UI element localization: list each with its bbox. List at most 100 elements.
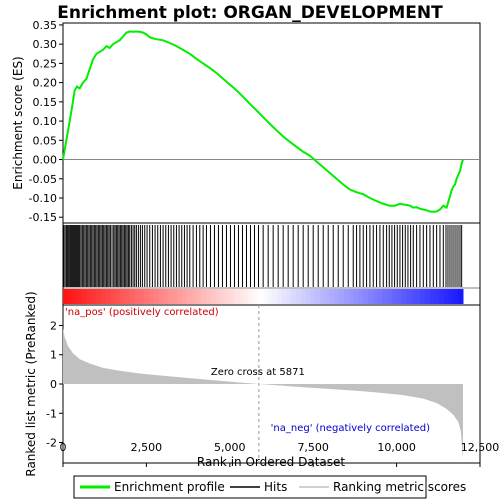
gradient-segment (101, 289, 107, 304)
gradient-segment (391, 289, 397, 304)
gradient-segment (72, 289, 78, 304)
es-y-label: Enrichment score (ES) (11, 56, 25, 189)
metric-y-tick-label: 0 (50, 378, 57, 391)
legend-metric-label: Ranking metric scores (333, 480, 466, 494)
gradient-segment (420, 289, 426, 304)
gradient-segment (353, 289, 359, 304)
gradient-segment (220, 289, 226, 304)
metric-y-label: Ranked list metric (PreRanked) (24, 291, 38, 476)
pos-correlated-label: 'na_pos' (positively correlated) (65, 307, 219, 318)
gradient-segment (243, 289, 250, 304)
x-tick-label: 12,500 (461, 441, 500, 454)
metric-panel: -2 -1 0 1 2 'na_pos' (positively correlated)… (24, 291, 481, 477)
gradient-segment (348, 289, 354, 304)
rank-gradient-bar (63, 289, 464, 304)
es-y-tick-label: 0.15 (33, 96, 58, 109)
gradient-segment (148, 289, 154, 304)
gradient-segment (124, 289, 131, 304)
gradient-segment (277, 289, 283, 304)
gradient-segment (139, 289, 145, 304)
x-axis: 0 2,500 5,000 7,500 10,000 12,500 (60, 441, 500, 467)
gradient-segment (134, 289, 140, 304)
gradient-segment (315, 289, 321, 304)
es-panel: -0.15 -0.10 -0.05 0.00 0.05 0.10 0.15 0.20 0.25 0… (11, 19, 481, 224)
gradient-segment (248, 289, 254, 304)
gradient-segment (110, 289, 116, 304)
legend-hits-label: Hits (264, 480, 287, 494)
x-axis-label: Rank in Ordered Dataset (197, 455, 345, 469)
gradient-segment (201, 289, 207, 304)
gradient-segment (386, 289, 393, 304)
gradient-segment (105, 289, 112, 304)
gradient-segment (177, 289, 183, 304)
gradient-segment (120, 289, 126, 304)
es-y-tick-label: -0.10 (29, 192, 57, 205)
gradient-segment (67, 289, 74, 304)
metric-y-axis: -2 -1 0 1 2 (46, 319, 63, 450)
es-y-tick-label: 0.00 (33, 154, 58, 167)
enrichment-profile-line (62, 30, 464, 213)
gradient-segment (367, 289, 374, 304)
es-y-tick-label: 0.25 (33, 57, 58, 70)
gradient-segment (443, 289, 450, 304)
hits-panel (62, 222, 481, 306)
gradient-segment (291, 289, 297, 304)
gradient-segment (448, 289, 454, 304)
es-y-tick-label: -0.05 (29, 173, 57, 186)
gradient-segment (334, 289, 340, 304)
gradient-segment (162, 289, 169, 304)
gradient-segment (153, 289, 159, 304)
es-y-tick-label: 0.30 (33, 38, 58, 51)
hit-lines (63, 225, 463, 287)
x-tick-label: 0 (60, 441, 67, 454)
chart-title: Enrichment plot: ORGAN_DEVELOPMENT (57, 3, 443, 23)
es-y-tick-label: 0.10 (33, 115, 58, 128)
gradient-segment (301, 289, 307, 304)
x-tick-label: 5,000 (214, 441, 246, 454)
gradient-segment (429, 289, 435, 304)
gradient-segment (224, 289, 231, 304)
gradient-segment (405, 289, 412, 304)
gradient-segment (434, 289, 440, 304)
gradient-segment (410, 289, 416, 304)
gradient-segment (424, 289, 431, 304)
es-y-tick-label: 0.05 (33, 134, 58, 147)
gradient-segment (115, 289, 121, 304)
gradient-segment (172, 289, 178, 304)
gradient-segment (91, 289, 97, 304)
gradient-segment (96, 289, 102, 304)
gradient-segment (129, 289, 135, 304)
gradient-segment (362, 289, 369, 304)
gradient-segment (286, 289, 293, 304)
gradient-segment (143, 289, 150, 304)
gradient-segment (282, 289, 288, 304)
gradient-segment (86, 289, 93, 304)
gradient-segment (396, 289, 402, 304)
gradient-segment (339, 289, 345, 304)
gradient-segment (82, 289, 88, 304)
x-tick-label: 2,500 (131, 441, 163, 454)
gradient-segment (305, 289, 312, 304)
gradient-segment (205, 289, 212, 304)
gradient-segment (324, 289, 331, 304)
gradient-segment (267, 289, 274, 304)
es-y-tick-label: 0.35 (33, 19, 58, 32)
metric-y-tick-label: -1 (46, 407, 57, 420)
gradient-segment (439, 289, 445, 304)
x-tick-label: 7,500 (297, 441, 329, 454)
gradient-segment (191, 289, 197, 304)
gradient-segment (343, 289, 350, 304)
gradient-segment (372, 289, 378, 304)
metric-y-tick-label: 1 (50, 349, 57, 362)
es-plot-frame (62, 22, 481, 224)
gradient-segment (382, 289, 388, 304)
gradient-segment (182, 289, 188, 304)
gradient-segment (415, 289, 421, 304)
metric-y-tick-label: -2 (46, 437, 57, 450)
gradient-segment (77, 289, 83, 304)
legend-profile-label: Enrichment profile (114, 480, 225, 494)
gradient-segment (358, 289, 364, 304)
gradient-segment (258, 289, 264, 304)
neg-correlated-label: 'na_neg' (negatively correlated) (271, 423, 430, 434)
